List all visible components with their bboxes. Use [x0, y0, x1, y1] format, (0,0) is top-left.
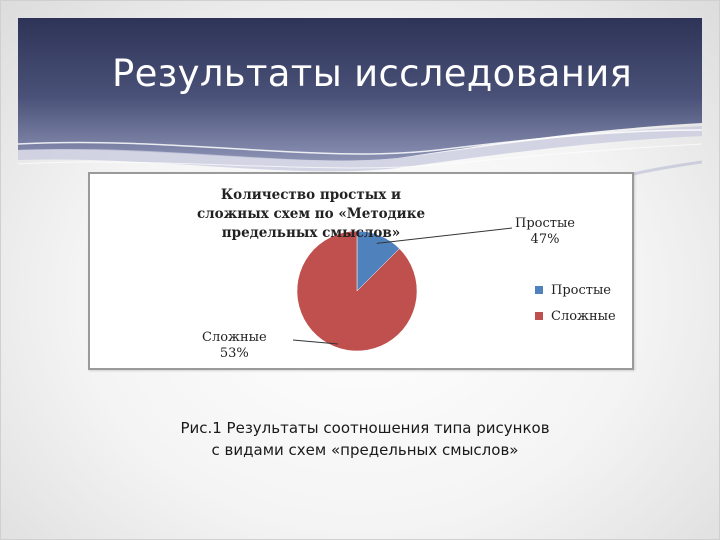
slide-title: Результаты исследования — [112, 52, 633, 95]
data-label-simple: Простые 47% — [515, 216, 575, 248]
chart-container: Количество простых и сложных схем по «Ме… — [88, 172, 634, 370]
data-label-simple-category: Простые — [515, 216, 575, 231]
figure-caption: Рис.1 Результаты соотношения типа рисунк… — [180, 419, 550, 459]
data-label-complex: Сложные 53% — [202, 330, 267, 362]
leader-line-simple — [376, 227, 513, 244]
chart-title: Количество простых и сложных схем по «Ме… — [196, 187, 426, 241]
legend-swatch-complex — [535, 312, 543, 320]
header-band: Результаты исследования — [18, 18, 702, 193]
pie-chart — [292, 227, 513, 352]
legend-item-simple: Простые — [535, 277, 616, 303]
chart-legend: Простые Сложные — [535, 277, 616, 329]
legend-label-simple: Простые — [551, 282, 611, 298]
data-label-complex-category: Сложные — [202, 330, 267, 345]
pie-slice-complex — [296, 230, 418, 352]
legend-swatch-simple — [535, 286, 543, 294]
header-background — [18, 18, 702, 193]
legend-label-complex: Сложные — [551, 308, 616, 324]
data-label-simple-value: 47% — [530, 232, 560, 247]
legend-item-complex: Сложные — [535, 303, 616, 329]
leader-line-complex — [292, 339, 339, 345]
data-label-complex-value: 53% — [219, 346, 249, 361]
